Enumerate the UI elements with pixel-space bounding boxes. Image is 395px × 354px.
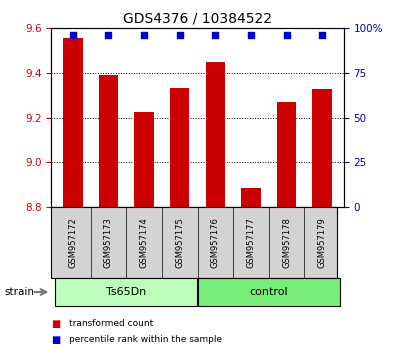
- Text: Ts65Dn: Ts65Dn: [106, 287, 146, 297]
- Text: ■: ■: [51, 335, 60, 345]
- Text: ■: ■: [51, 319, 60, 329]
- Bar: [99, 75, 118, 207]
- Text: control: control: [250, 287, 288, 297]
- Title: GDS4376 / 10384522: GDS4376 / 10384522: [123, 12, 272, 26]
- Text: GSM957175: GSM957175: [175, 217, 184, 268]
- Text: GSM957174: GSM957174: [139, 217, 149, 268]
- Bar: [170, 87, 190, 207]
- Point: [105, 33, 111, 38]
- Point: [284, 33, 290, 38]
- Text: transformed count: transformed count: [69, 319, 153, 329]
- Text: GSM957178: GSM957178: [282, 217, 291, 268]
- Point: [70, 33, 76, 38]
- Text: percentile rank within the sample: percentile rank within the sample: [69, 335, 222, 344]
- Point: [141, 33, 147, 38]
- Bar: [241, 188, 261, 207]
- Point: [319, 33, 325, 38]
- Text: GSM957176: GSM957176: [211, 217, 220, 268]
- Point: [248, 33, 254, 38]
- Text: strain: strain: [4, 287, 34, 297]
- Bar: [277, 102, 296, 207]
- Point: [177, 33, 183, 38]
- Bar: [63, 38, 83, 207]
- Text: GSM957172: GSM957172: [68, 217, 77, 268]
- Text: GSM957179: GSM957179: [318, 217, 327, 268]
- Point: [212, 33, 218, 38]
- Bar: [205, 62, 225, 207]
- Text: GSM957173: GSM957173: [104, 217, 113, 268]
- Bar: [55, 278, 198, 306]
- Bar: [134, 112, 154, 207]
- Text: GSM957177: GSM957177: [246, 217, 256, 268]
- Bar: [198, 278, 340, 306]
- Bar: [312, 88, 332, 207]
